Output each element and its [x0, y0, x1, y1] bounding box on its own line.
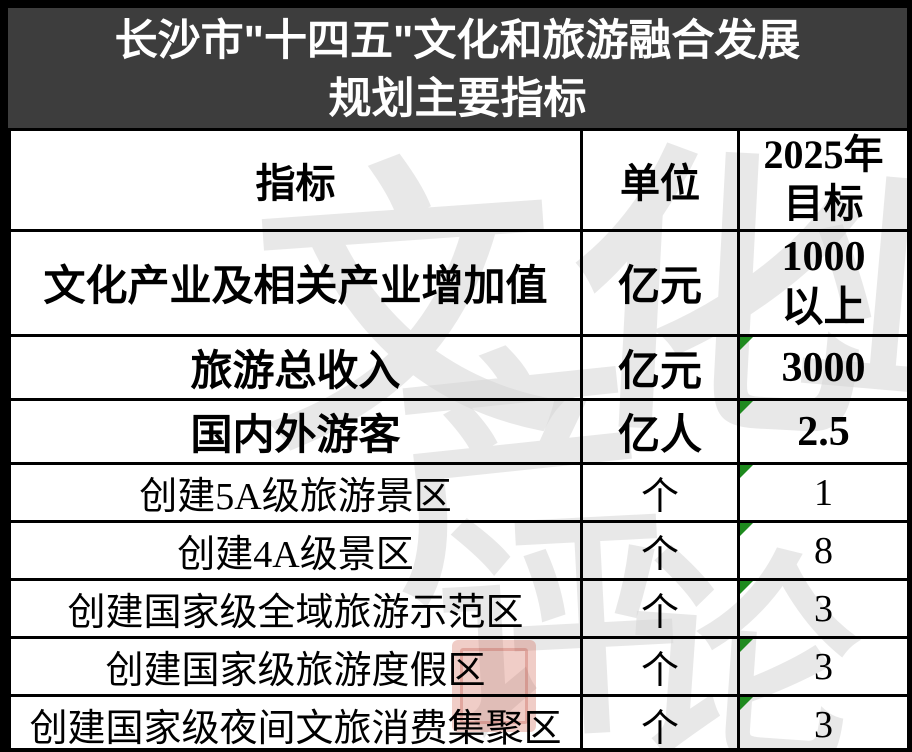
indicator-cell: 旅游总收入 — [8, 334, 583, 402]
target-cell: 3 — [737, 636, 910, 698]
header-target: 2025年 目标 — [737, 128, 910, 232]
target-cell: 1 — [737, 462, 910, 524]
unit-cell: 个 — [580, 462, 740, 524]
cell-corner-flag-icon — [740, 639, 753, 653]
indicator-cell: 文化产业及相关产业增加值 — [8, 228, 583, 338]
indicator-cell: 创建国家级旅游度假区 — [8, 636, 583, 698]
cell-corner-flag-icon — [740, 337, 753, 351]
cell-corner-flag-icon — [740, 401, 753, 415]
unit-cell: 个 — [580, 636, 740, 698]
target-value: 3000 — [781, 344, 866, 391]
target-value: 8 — [814, 529, 833, 572]
cell-corner-flag-icon — [740, 581, 753, 595]
header-unit: 单位 — [580, 128, 740, 232]
target-value: 3 — [814, 587, 833, 630]
table-row: 创建4A级景区 个 8 — [8, 520, 910, 582]
cell-corner-flag-icon — [740, 465, 753, 479]
target-cell: 3 — [737, 694, 910, 752]
cell-corner-flag-icon — [740, 697, 753, 711]
table-header-row: 指标 单位 2025年 目标 — [8, 128, 910, 232]
unit-cell: 个 — [580, 694, 740, 752]
target-cell: 8 — [737, 520, 910, 582]
unit-cell: 亿人 — [580, 398, 740, 466]
indicator-cell: 创建国家级夜间文旅消费集聚区 — [8, 694, 583, 752]
table-row: 旅游总收入 亿元 3000 — [8, 334, 910, 402]
page-title: 长沙市"十四五"文化和旅游融合发展 规划主要指标 — [8, 8, 907, 128]
page-title-line2: 规划主要指标 — [328, 75, 587, 124]
target-value: 1 — [814, 471, 833, 514]
table-row: 创建国家级旅游度假区 个 3 — [8, 636, 910, 698]
indicator-cell: 创建国家级全域旅游示范区 — [8, 578, 583, 640]
target-cell: 3000 — [737, 334, 910, 402]
target-cell: 1000 以上 — [737, 228, 910, 338]
target-cell: 2.5 — [737, 398, 910, 466]
unit-cell: 个 — [580, 578, 740, 640]
target-value: 3 — [814, 645, 833, 688]
indicator-cell: 国内外游客 — [8, 398, 583, 466]
indicators-table: 指标 单位 2025年 目标 文化产业及相关产业增加值 亿元 1000 以上 旅… — [8, 128, 910, 752]
target-value: 3 — [814, 703, 833, 746]
header-indicator: 指标 — [8, 128, 583, 232]
unit-cell: 亿元 — [580, 228, 740, 338]
target-value: 2.5 — [797, 408, 850, 455]
table-row: 创建国家级全域旅游示范区 个 3 — [8, 578, 910, 640]
unit-cell: 个 — [580, 520, 740, 582]
cell-corner-flag-icon — [740, 523, 753, 537]
page-title-line1: 长沙市"十四五"文化和旅游融合发展 — [114, 17, 801, 65]
table-row: 创建5A级旅游景区 个 1 — [8, 462, 910, 524]
table-row: 创建国家级夜间文旅消费集聚区 个 3 — [8, 694, 910, 752]
table-row: 文化产业及相关产业增加值 亿元 1000 以上 — [8, 228, 910, 338]
indicator-cell: 创建4A级景区 — [8, 520, 583, 582]
target-cell: 3 — [737, 578, 910, 640]
unit-cell: 亿元 — [580, 334, 740, 402]
table-row: 国内外游客 亿人 2.5 — [8, 398, 910, 466]
indicator-cell: 创建5A级旅游景区 — [8, 462, 583, 524]
